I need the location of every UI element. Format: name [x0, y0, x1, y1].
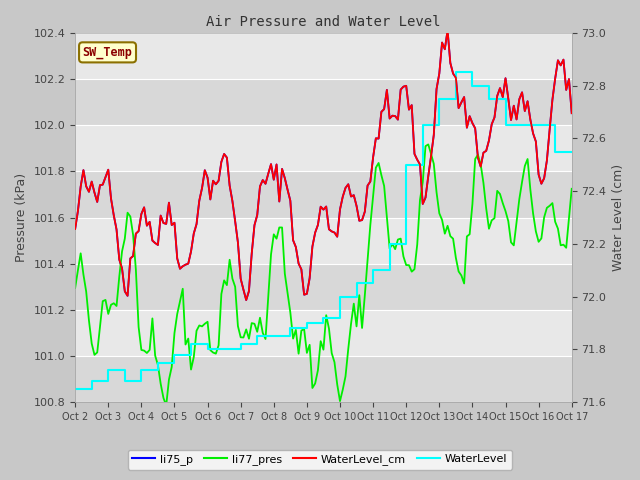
li77_pres — [212, 351, 220, 357]
Bar — [75, 125, 572, 171]
li77_pres — [163, 403, 170, 408]
li77_pres — [113, 303, 120, 309]
li75_p — [113, 227, 120, 232]
WaterLevel_cm — [311, 230, 319, 236]
WaterLevel_cm — [71, 226, 79, 232]
Y-axis label: Pressure (kPa): Pressure (kPa) — [15, 173, 28, 262]
WaterLevel_cm — [488, 121, 495, 127]
Line: li75_p: li75_p — [75, 30, 572, 300]
li75_p — [243, 297, 250, 303]
Legend: li75_p, li77_pres, WaterLevel_cm, WaterLevel: li75_p, li77_pres, WaterLevel_cm, WaterL… — [128, 450, 512, 469]
WaterLevel — [146, 368, 154, 373]
li75_p — [311, 230, 319, 236]
li77_pres — [568, 186, 575, 192]
WaterLevel_cm — [314, 222, 322, 228]
li75_p — [314, 222, 322, 228]
WaterLevel — [568, 149, 575, 155]
WaterLevel — [113, 368, 120, 373]
li75_p — [488, 121, 495, 127]
Y-axis label: Water Level (cm): Water Level (cm) — [612, 164, 625, 271]
Text: SW_Temp: SW_Temp — [83, 46, 132, 59]
Bar — [75, 33, 572, 79]
li75_p — [209, 178, 217, 184]
li77_pres — [311, 381, 319, 386]
WaterLevel — [311, 320, 319, 326]
li77_pres — [146, 347, 154, 353]
Bar — [75, 217, 572, 264]
li77_pres — [424, 142, 432, 147]
WaterLevel_cm — [568, 110, 575, 116]
Bar — [75, 171, 572, 217]
WaterLevel — [209, 347, 217, 352]
WaterLevel — [452, 70, 460, 75]
WaterLevel_cm — [146, 219, 154, 225]
li75_p — [146, 219, 154, 225]
Bar — [75, 79, 572, 125]
li77_pres — [488, 217, 495, 223]
WaterLevel — [308, 320, 316, 326]
Line: li77_pres: li77_pres — [75, 144, 572, 406]
WaterLevel — [71, 386, 79, 392]
li75_p — [568, 110, 575, 116]
li75_p — [71, 226, 79, 232]
li75_p — [444, 27, 451, 33]
WaterLevel_cm — [209, 178, 217, 184]
li77_pres — [314, 367, 322, 373]
Bar — [75, 310, 572, 356]
WaterLevel — [485, 96, 493, 102]
WaterLevel_cm — [113, 227, 120, 232]
Line: WaterLevel: WaterLevel — [75, 72, 572, 389]
Bar — [75, 356, 572, 402]
Title: Air Pressure and Water Level: Air Pressure and Water Level — [206, 15, 441, 29]
Bar — [75, 264, 572, 310]
WaterLevel_cm — [243, 297, 250, 303]
li77_pres — [71, 285, 79, 291]
Line: WaterLevel_cm: WaterLevel_cm — [75, 30, 572, 300]
WaterLevel_cm — [444, 27, 451, 33]
